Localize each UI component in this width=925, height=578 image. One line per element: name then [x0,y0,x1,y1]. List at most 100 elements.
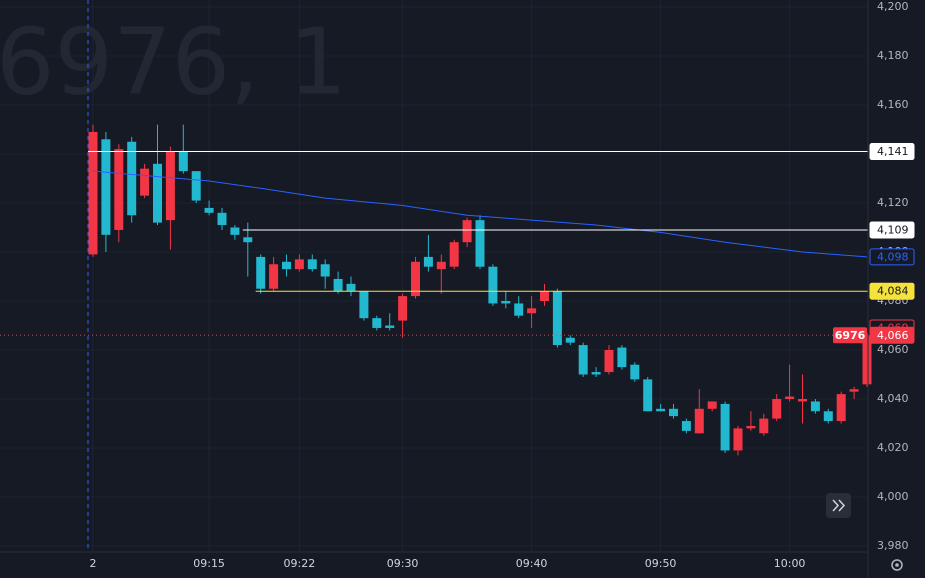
candle-body [462,220,472,243]
candle-body [307,259,317,270]
ma-label: 4,098 [869,248,915,266]
candle-body [294,259,304,270]
y-tick-label: 4,180 [877,49,909,62]
candle-body [823,411,833,422]
candle-body [810,401,820,412]
candle-body [488,266,498,304]
candle-body [346,283,356,292]
x-tick-label: 2 [90,557,97,570]
candle-body [785,396,795,399]
settings-button[interactable] [891,559,903,571]
last-price-label: 4,066 [869,326,915,344]
candle-body [707,401,717,409]
candle-body [127,141,137,216]
candle-body [449,242,459,267]
candle-body [746,425,756,429]
candle-body [88,131,98,255]
candle-body [656,408,666,412]
level-label-text: 4,141 [877,145,909,158]
level-label: 4,141 [869,143,915,161]
candle-body [759,418,769,434]
candle-body [604,350,614,373]
ma-label-text: 4,098 [877,250,909,263]
plot: 6976 [0,124,872,456]
candle-body [269,264,279,289]
candle-body [540,291,549,301]
y-tick-label: 4,040 [877,392,909,405]
candle-body [114,149,124,230]
x-tick-label: 09:50 [645,557,677,570]
x-tick-label: 09:30 [387,557,419,570]
candle-body [153,163,162,223]
symbol-label: 6976 [835,329,866,342]
candle-body [320,264,330,277]
moving-average [92,170,868,258]
ma-label-bg [869,248,915,266]
last-price-label-text: 4,066 [877,329,909,342]
symbol-label-bg [833,327,867,344]
candle-body [243,237,253,243]
candle-body [359,291,369,319]
candle-body [798,399,807,402]
candle-body [140,168,150,196]
y-tick-label: 3,980 [877,539,909,552]
candle-body [527,308,537,314]
candle-body [101,139,111,235]
y-tick-label: 4,200 [877,0,909,13]
y-tick-label: 4,060 [877,343,909,356]
candle-body [411,261,420,297]
y-tick-label: 4,160 [877,98,909,111]
level-label-bg [869,143,915,161]
candle-body [617,347,627,368]
candle-body [501,301,511,304]
candle-body [772,399,782,419]
candle-body [643,379,653,412]
x-tick-label: 09:22 [284,557,316,570]
candle-body [514,303,524,316]
candle-body [256,256,266,289]
candle-body [591,372,601,375]
x-tick-label: 10:00 [774,557,806,570]
watermark: 6976, 1 [0,8,347,115]
candle-body [436,261,446,270]
candle-body [204,207,214,213]
candle-body [836,394,846,422]
grid [0,0,868,552]
candle-body [282,261,291,270]
x-tick-label: 09:15 [193,557,225,570]
level-label-bg [869,221,915,239]
candle-body [165,151,175,221]
candle-body [423,256,433,267]
level-label: 4,084 [869,282,915,300]
level-label-text: 4,109 [877,223,909,236]
y-tick-label: 4,000 [877,490,909,503]
candle-body [372,318,382,328]
candle-body [475,220,485,267]
candle-body [565,337,575,343]
level-label-bg [869,282,915,300]
scroll-icon [832,499,846,512]
candle-body [694,408,704,434]
candle-body [191,171,201,201]
x-tick-label: 09:40 [516,557,548,570]
candle-body [849,389,859,392]
candle-body [681,421,691,431]
scroll-button[interactable] [826,493,851,518]
candle-body [217,212,227,226]
candle-body [720,403,730,451]
settings-icon[interactable] [891,559,903,571]
y-tick-label: 4,020 [877,441,909,454]
candle-body [669,408,678,417]
y-axis: 3,9804,0004,0204,0404,0604,0804,1004,120… [869,0,915,552]
level-label: 4,109 [869,221,915,239]
candle-body [333,278,343,292]
candle-body [552,291,562,346]
level-label-text: 4,084 [877,285,909,298]
last-price-label-bg [869,326,915,344]
candle-body [178,151,188,172]
candle-body [733,428,743,451]
candle-body [630,364,640,380]
candle-body [398,296,408,321]
